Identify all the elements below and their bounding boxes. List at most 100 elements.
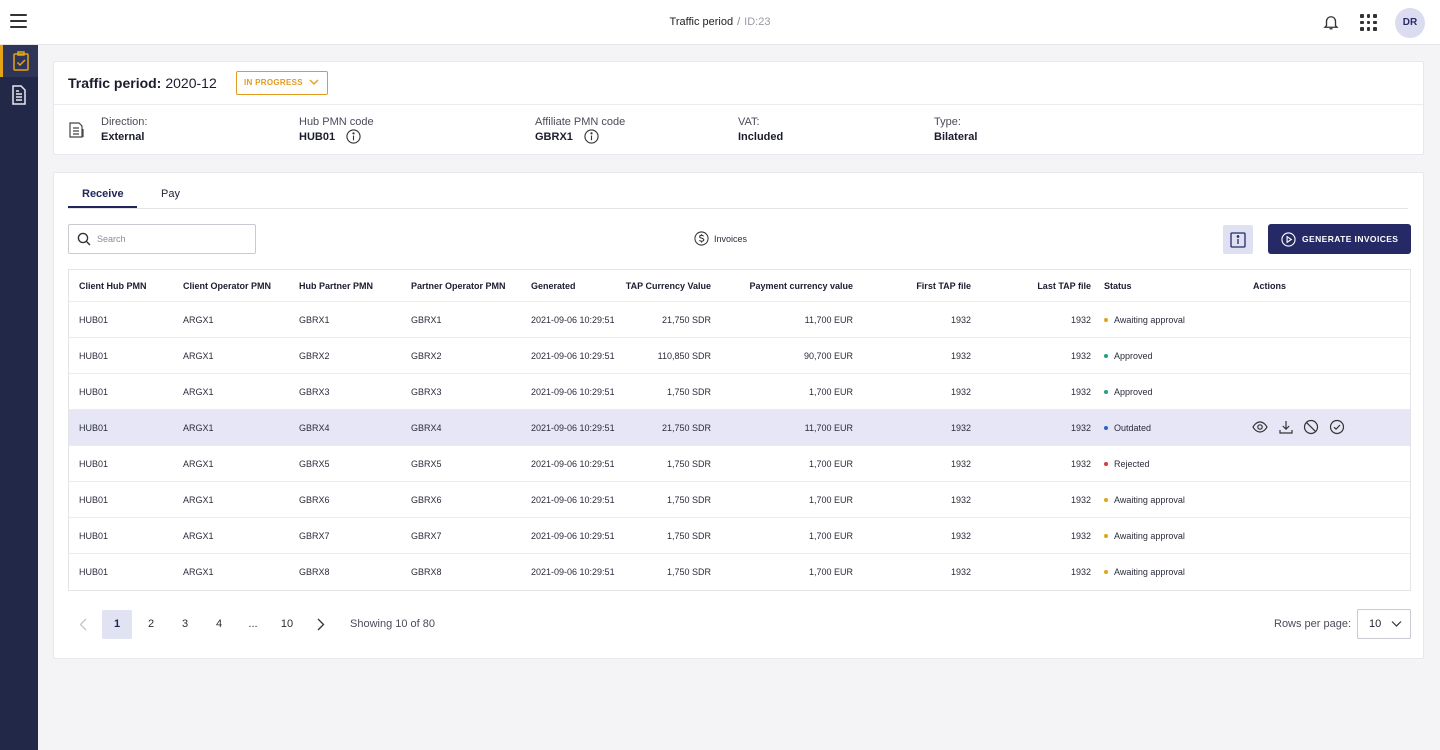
cell-first-tap-file: 1932: [950, 386, 971, 397]
bell-icon[interactable]: [1322, 13, 1340, 31]
status-badge: Outdated: [1104, 410, 1151, 445]
col-client-operator-pmn[interactable]: Client Operator PMN: [183, 280, 272, 291]
page-2-button[interactable]: 2: [147, 618, 155, 630]
chevron-right-icon: [317, 618, 325, 630]
traffic-period-header: Traffic period: 2020-12 IN PROGRESS Direc…: [53, 61, 1424, 155]
cell-first-tap-file: 1932: [950, 494, 971, 505]
cell-hub-partner-pmn: GBRX6: [299, 494, 330, 505]
table-row[interactable]: HUB01 ARGX1 GBRX2 GBRX2 2021-09-06 10:29:51 1…: [69, 338, 1410, 374]
hub-pmn-value: HUB01: [299, 131, 336, 143]
col-last-tap-file[interactable]: Last TAP file: [1037, 280, 1091, 291]
cell-generated: 2021-09-06 10:29:51: [531, 567, 615, 577]
tab-receive[interactable]: Receive: [82, 188, 124, 200]
invoices-table: Client Hub PMN Client Operator PMN Hub P…: [68, 269, 1411, 591]
info-square-icon: [1230, 231, 1246, 248]
cell-hub-partner-pmn: GBRX8: [299, 567, 330, 577]
page-title: Traffic period: 2020-12: [68, 75, 217, 91]
cell-generated: 2021-09-06 10:29:51: [531, 350, 615, 361]
page-4-button[interactable]: 4: [215, 618, 223, 630]
col-payment-currency-value[interactable]: Payment currency value: [749, 280, 853, 291]
col-client-hub-pmn[interactable]: Client Hub PMN: [79, 280, 147, 291]
showing-count: Showing 10 of 80: [350, 618, 436, 630]
cell-generated: 2021-09-06 10:29:51: [531, 422, 615, 433]
dollar-circle-icon: [694, 231, 709, 246]
col-status[interactable]: Status: [1104, 280, 1132, 291]
search-icon: [77, 232, 91, 246]
page-3-button[interactable]: 3: [181, 618, 189, 630]
table-row[interactable]: HUB01 ARGX1 GBRX3 GBRX3 2021-09-06 10:29:51 1…: [69, 374, 1410, 410]
type-value: Bilateral: [934, 131, 978, 143]
tab-pay[interactable]: Pay: [161, 188, 180, 200]
cell-client-operator-pmn: ARGX1: [183, 567, 214, 577]
avatar[interactable]: DR: [1395, 8, 1425, 38]
hub-pmn-field: Hub PMN code HUB01: [299, 116, 374, 144]
cell-first-tap-file: 1932: [950, 530, 971, 541]
cell-payment-currency-value: 1,700 EUR: [808, 386, 853, 397]
invoices-link[interactable]: Invoices: [694, 231, 747, 246]
cell-client-hub-pmn: HUB01: [79, 386, 109, 397]
cell-payment-currency-value: 1,700 EUR: [808, 458, 853, 469]
row-actions: [1252, 419, 1354, 435]
cell-generated: 2021-09-06 10:29:51: [531, 314, 615, 325]
download-icon[interactable]: [1278, 419, 1294, 435]
table-header: Client Hub PMN Client Operator PMN Hub P…: [69, 270, 1410, 302]
eye-icon[interactable]: [1252, 419, 1268, 435]
col-generated[interactable]: Generated: [531, 280, 576, 291]
header-divider: [54, 104, 1423, 105]
cell-hub-partner-pmn: GBRX7: [299, 530, 330, 541]
page-1-button[interactable]: 1: [102, 609, 132, 639]
cell-partner-operator-pmn: GBRX8: [411, 567, 442, 577]
info-icon[interactable]: [584, 129, 599, 144]
rows-per-page-select[interactable]: 10: [1357, 609, 1411, 639]
cell-first-tap-file: 1932: [950, 567, 971, 577]
title-label: Traffic period:: [68, 75, 162, 91]
cell-generated: 2021-09-06 10:29:51: [531, 458, 615, 469]
status-dot: [1104, 425, 1108, 430]
table-body: HUB01 ARGX1 GBRX1 GBRX1 2021-09-06 10:29:51 2…: [69, 302, 1410, 590]
prev-page-button[interactable]: [68, 610, 98, 639]
table-row[interactable]: HUB01 ARGX1 GBRX4 GBRX4 2021-09-06 10:29:51 2…: [69, 410, 1410, 446]
page-10-button[interactable]: 10: [280, 618, 294, 630]
cell-payment-currency-value: 1,700 EUR: [808, 567, 853, 577]
vat-value: Included: [738, 131, 784, 143]
info-icon[interactable]: [346, 129, 361, 144]
status-text: Awaiting approval: [1114, 314, 1185, 325]
col-partner-operator-pmn[interactable]: Partner Operator PMN: [411, 280, 506, 291]
cell-generated: 2021-09-06 10:29:51: [531, 494, 615, 505]
cell-client-operator-pmn: ARGX1: [183, 386, 214, 397]
chevron-down-icon: [309, 79, 319, 85]
status-dot: [1104, 353, 1108, 358]
block-icon[interactable]: [1303, 419, 1319, 435]
table-row[interactable]: HUB01 ARGX1 GBRX6 GBRX6 2021-09-06 10:29:51 1…: [69, 482, 1410, 518]
breadcrumb-title[interactable]: Traffic period: [669, 16, 734, 28]
apps-grid-icon[interactable]: [1360, 14, 1377, 31]
status-dropdown[interactable]: IN PROGRESS: [236, 71, 328, 95]
search-input[interactable]: [97, 231, 247, 247]
cell-client-hub-pmn: HUB01: [79, 567, 109, 577]
status-badge: Awaiting approval: [1104, 554, 1185, 590]
rows-per-page-value: 10: [1369, 618, 1382, 630]
table-row[interactable]: HUB01 ARGX1 GBRX1 GBRX1 2021-09-06 10:29:51 2…: [69, 302, 1410, 338]
table-row[interactable]: HUB01 ARGX1 GBRX7 GBRX7 2021-09-06 10:29:51 1…: [69, 518, 1410, 554]
status-dot: [1104, 389, 1108, 394]
check-circle-icon[interactable]: [1329, 419, 1345, 435]
col-tap-currency-value[interactable]: TAP Currency Value: [625, 280, 711, 291]
status-badge: Awaiting approval: [1104, 482, 1185, 517]
table-row[interactable]: HUB01 ARGX1 GBRX5 GBRX5 2021-09-06 10:29:51 1…: [69, 446, 1410, 482]
menu-icon[interactable]: [10, 14, 27, 28]
cell-last-tap-file: 1932: [1070, 458, 1091, 469]
status-badge: Awaiting approval: [1104, 518, 1185, 553]
type-field: Type: Bilateral: [934, 116, 977, 143]
table-row[interactable]: HUB01 ARGX1 GBRX8 GBRX8 2021-09-06 10:29:51 1…: [69, 554, 1410, 590]
sidebar-item-documents[interactable]: [0, 79, 38, 111]
sidebar-item-traffic-periods[interactable]: [0, 45, 38, 77]
rows-per-page-label: Rows per page:: [1274, 618, 1352, 630]
info-button[interactable]: [1223, 225, 1253, 254]
cell-payment-currency-value: 11,700 EUR: [804, 314, 853, 325]
col-first-tap-file[interactable]: First TAP file: [916, 280, 971, 291]
next-page-button[interactable]: [306, 610, 336, 639]
status-badge: Rejected: [1104, 446, 1150, 481]
vat-label: VAT:: [738, 116, 760, 128]
col-hub-partner-pmn[interactable]: Hub Partner PMN: [299, 280, 374, 291]
generate-invoices-button[interactable]: GENERATE INVOICES: [1268, 224, 1411, 254]
